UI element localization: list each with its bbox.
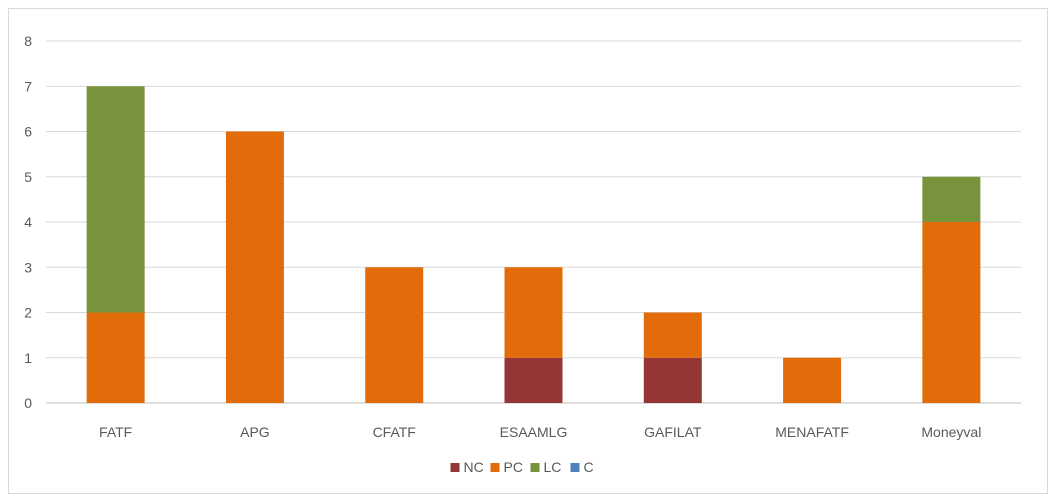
chart-frame [8, 8, 1048, 494]
legend-swatch-c [570, 463, 580, 472]
bar-segment-lc-fatf [86, 86, 145, 313]
y-tick-label: 0 [24, 395, 32, 411]
bar-segment-pc-fatf [86, 312, 145, 403]
legend-swatch-lc [530, 463, 540, 472]
x-tick-label: ESAAMLG [500, 424, 568, 440]
y-tick-label: 5 [24, 169, 32, 185]
bar-segment-pc-menafatf [783, 357, 842, 403]
legend-swatch-nc [450, 463, 460, 472]
legend-label-pc: PC [504, 459, 523, 475]
y-tick-label: 2 [24, 305, 32, 321]
y-tick-label: 6 [24, 124, 32, 140]
bar-segment-pc-cfatf [365, 267, 424, 403]
bar-segment-pc-esaamlg [504, 267, 563, 358]
legend-label-nc: NC [464, 459, 484, 475]
bar-segment-pc-moneyval [922, 222, 981, 403]
bar-segment-lc-moneyval [922, 176, 981, 222]
x-axis-tick-labels: FATF APG CFATF ESAAMLG GAFILAT MENAFATF Moneyv… [99, 424, 981, 440]
y-tick-label: 1 [24, 350, 32, 366]
y-tick-label: 3 [24, 259, 32, 275]
x-tick-label: FATF [99, 424, 132, 440]
legend-label-c: C [584, 459, 594, 475]
y-axis-tick-labels: 0 1 2 3 4 5 6 7 8 [24, 33, 32, 411]
x-tick-label: APG [240, 424, 270, 440]
legend: NC PC LC C [450, 459, 594, 475]
bar-segment-pc-gafilat [643, 312, 702, 358]
bar-segment-nc-gafilat [643, 357, 702, 403]
bars [86, 86, 981, 403]
y-tick-label: 4 [24, 214, 32, 230]
x-tick-label: Moneyval [921, 424, 981, 440]
legend-swatch-pc [490, 463, 500, 472]
legend-label-lc: LC [544, 459, 562, 475]
x-tick-label: MENAFATF [775, 424, 849, 440]
y-tick-label: 7 [24, 78, 32, 94]
bar-segment-pc-apg [225, 131, 284, 403]
x-tick-label: GAFILAT [644, 424, 702, 440]
y-tick-label: 8 [24, 33, 32, 49]
x-tick-label: CFATF [373, 424, 416, 440]
bar-segment-nc-esaamlg [504, 357, 563, 403]
gridlines [46, 40, 1021, 404]
